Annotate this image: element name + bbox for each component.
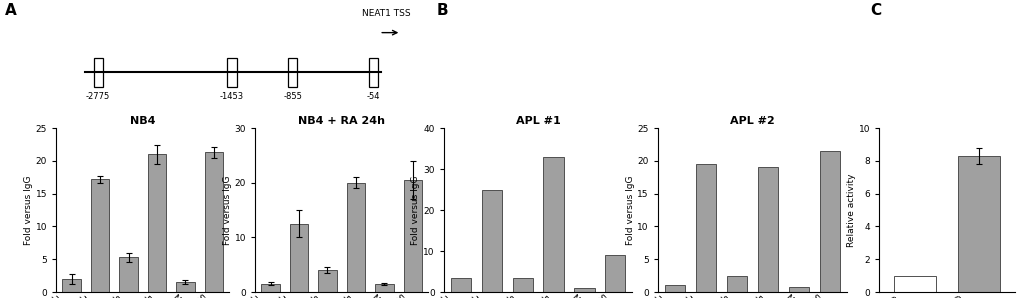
- Bar: [176, 282, 195, 292]
- Bar: [94, 58, 103, 87]
- Bar: [543, 157, 564, 292]
- Bar: [205, 152, 223, 292]
- Bar: [958, 156, 1000, 292]
- Bar: [289, 224, 308, 292]
- Text: -54: -54: [367, 92, 380, 101]
- Y-axis label: Fold versus IgG: Fold versus IgG: [222, 175, 231, 245]
- Y-axis label: Fold versus IgG: Fold versus IgG: [411, 175, 420, 245]
- Bar: [119, 257, 138, 292]
- Bar: [369, 58, 378, 87]
- Bar: [148, 154, 166, 292]
- Bar: [726, 276, 746, 292]
- Bar: [757, 167, 777, 292]
- Title: NB4: NB4: [129, 116, 155, 126]
- Y-axis label: Fold versus IgG: Fold versus IgG: [23, 175, 33, 245]
- Bar: [788, 288, 808, 292]
- Bar: [227, 58, 236, 87]
- Title: APL #2: APL #2: [730, 116, 773, 126]
- Text: -855: -855: [283, 92, 302, 101]
- Bar: [893, 276, 934, 292]
- Bar: [664, 285, 685, 292]
- Title: APL #1: APL #1: [516, 116, 559, 126]
- Bar: [450, 278, 471, 292]
- Text: -2775: -2775: [86, 92, 110, 101]
- Bar: [404, 180, 422, 292]
- Bar: [287, 58, 297, 87]
- Bar: [261, 284, 279, 292]
- Text: C: C: [869, 3, 880, 18]
- Bar: [481, 190, 501, 292]
- Text: B: B: [436, 3, 447, 18]
- Text: -1453: -1453: [220, 92, 244, 101]
- Text: NEAT1 TSS: NEAT1 TSS: [362, 9, 411, 18]
- Bar: [346, 183, 365, 292]
- Bar: [375, 284, 393, 292]
- Title: NB4 + RA 24h: NB4 + RA 24h: [298, 116, 385, 126]
- Bar: [818, 151, 839, 292]
- Bar: [91, 179, 109, 292]
- Bar: [318, 270, 336, 292]
- Text: A: A: [5, 3, 17, 18]
- Bar: [574, 288, 594, 292]
- Bar: [604, 255, 625, 292]
- Bar: [695, 164, 715, 292]
- Bar: [512, 278, 532, 292]
- Bar: [62, 279, 81, 292]
- Y-axis label: Fold versus IgG: Fold versus IgG: [625, 175, 634, 245]
- Y-axis label: Relative activity: Relative activity: [846, 173, 855, 247]
